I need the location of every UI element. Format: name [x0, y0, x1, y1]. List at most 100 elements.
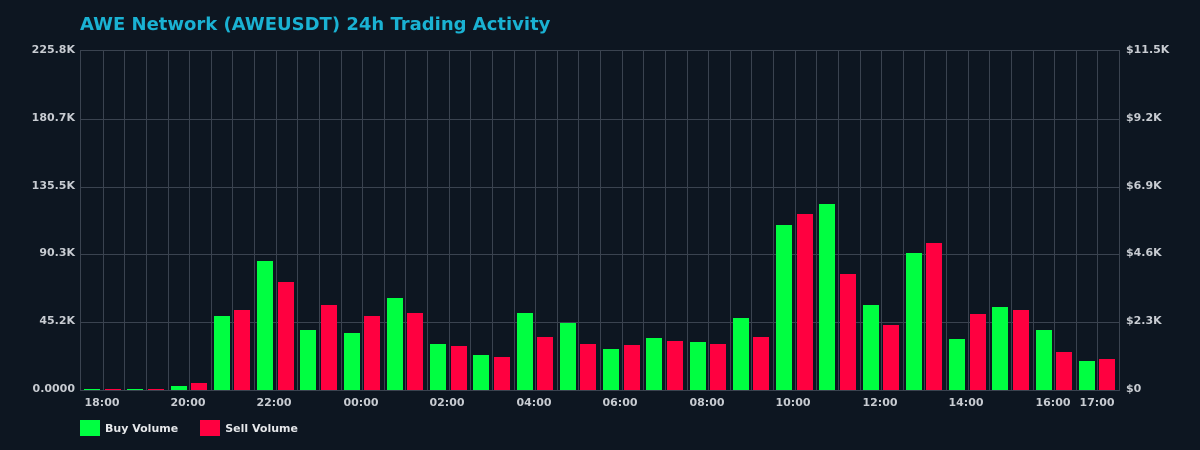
v-gridline — [491, 51, 493, 390]
sell-volume-bar[interactable] — [147, 389, 164, 390]
legend: Buy Volume Sell Volume — [80, 420, 298, 436]
v-gridline — [1097, 51, 1099, 390]
v-gridline — [621, 51, 623, 390]
v-gridline — [362, 51, 364, 390]
buy-volume-bar[interactable] — [430, 344, 446, 390]
sell-volume-bar[interactable] — [883, 325, 900, 390]
v-gridline — [924, 51, 926, 390]
y-right-tick: $11.5K — [1126, 43, 1170, 56]
buy-volume-bar[interactable] — [646, 338, 663, 390]
legend-item-sell[interactable]: Sell Volume — [200, 420, 298, 436]
v-gridline — [427, 51, 428, 390]
sell-volume-bar[interactable] — [969, 314, 986, 390]
sell-volume-bar[interactable] — [537, 337, 554, 390]
v-gridline — [470, 51, 472, 390]
x-tick: 04:00 — [516, 396, 552, 409]
legend-item-buy[interactable]: Buy Volume — [80, 420, 178, 436]
sell-volume-bar[interactable] — [364, 316, 381, 390]
buy-volume-bar[interactable] — [386, 297, 403, 390]
v-gridline — [556, 51, 558, 390]
buy-volume-bar[interactable] — [559, 323, 576, 390]
v-gridline — [167, 51, 169, 390]
buy-volume-bar[interactable] — [1078, 361, 1095, 390]
sell-volume-bar[interactable] — [926, 242, 943, 390]
sell-volume-bar[interactable] — [104, 389, 121, 390]
v-gridline — [210, 51, 212, 390]
v-gridline — [1010, 51, 1012, 390]
v-gridline — [535, 51, 537, 390]
sell-volume-bar[interactable] — [1099, 359, 1116, 390]
v-gridline — [383, 51, 385, 390]
sell-volume-bar[interactable] — [839, 273, 856, 390]
buy-swatch-icon — [80, 420, 100, 436]
v-gridline — [1075, 51, 1077, 390]
v-gridline — [708, 51, 710, 390]
buy-volume-bar[interactable] — [473, 355, 490, 390]
sell-volume-bar[interactable] — [710, 344, 727, 390]
v-gridline — [102, 51, 104, 390]
v-gridline — [881, 51, 883, 390]
v-gridline — [232, 51, 234, 390]
v-gridline — [405, 51, 407, 390]
buy-volume-bar[interactable] — [992, 306, 1009, 390]
y-left-tick: 225.8K — [31, 43, 75, 56]
v-gridline — [600, 51, 601, 390]
plot-area — [80, 50, 1120, 391]
buy-volume-bar[interactable] — [516, 313, 533, 390]
v-gridline — [729, 51, 731, 390]
v-gridline — [816, 51, 818, 390]
y-right-tick: $4.6K — [1126, 246, 1162, 260]
buy-volume-bar[interactable] — [170, 385, 187, 390]
sell-volume-bar[interactable] — [191, 383, 208, 390]
v-gridline — [773, 51, 774, 390]
sell-volume-bar[interactable] — [277, 281, 294, 390]
buy-volume-bar[interactable] — [732, 317, 749, 390]
buy-volume-bar[interactable] — [949, 339, 965, 390]
sell-volume-bar[interactable] — [623, 345, 640, 390]
sell-volume-bar[interactable] — [234, 309, 251, 390]
v-gridline — [643, 51, 645, 390]
sell-volume-bar[interactable] — [1012, 309, 1029, 390]
buy-volume-bar[interactable] — [213, 315, 230, 390]
v-gridline — [794, 51, 796, 390]
y-right-tick: $6.9K — [1126, 178, 1162, 192]
buy-volume-bar[interactable] — [689, 342, 706, 390]
v-gridline — [297, 51, 299, 390]
sell-volume-bar[interactable] — [320, 304, 337, 390]
x-tick: 17:00 — [1079, 396, 1115, 409]
buy-volume-bar[interactable] — [603, 349, 619, 390]
sell-volume-bar[interactable] — [753, 337, 770, 390]
x-tick: 02:00 — [429, 396, 465, 409]
buy-volume-bar[interactable] — [1035, 330, 1052, 390]
sell-volume-bar[interactable] — [580, 344, 597, 390]
sell-volume-bar[interactable] — [450, 346, 467, 390]
sell-volume-bar[interactable] — [407, 313, 424, 390]
sell-volume-bar[interactable] — [666, 341, 683, 390]
y-left-tick: 45.2K — [39, 314, 75, 328]
buy-volume-bar[interactable] — [776, 225, 792, 390]
buy-volume-bar[interactable] — [862, 305, 879, 390]
v-gridline — [578, 51, 580, 390]
buy-volume-bar[interactable] — [343, 333, 360, 390]
buy-volume-bar[interactable] — [300, 330, 317, 390]
sell-volume-bar[interactable] — [796, 214, 813, 390]
buy-volume-bar[interactable] — [819, 204, 836, 390]
v-gridline — [275, 51, 277, 390]
v-gridline — [448, 51, 450, 390]
v-gridline — [318, 51, 320, 390]
sell-volume-bar[interactable] — [493, 357, 510, 390]
x-tick: 00:00 — [343, 396, 379, 409]
buy-volume-bar[interactable] — [257, 260, 273, 390]
x-tick: 22:00 — [256, 396, 292, 409]
v-gridline — [946, 51, 947, 390]
buy-volume-bar[interactable] — [84, 389, 100, 390]
legend-buy-label: Buy Volume — [105, 421, 179, 435]
v-gridline — [664, 51, 666, 390]
buy-volume-bar[interactable] — [905, 252, 922, 390]
buy-volume-bar[interactable] — [127, 389, 144, 390]
sell-volume-bar[interactable] — [1056, 352, 1073, 390]
x-tick: 14:00 — [948, 396, 984, 409]
y-right-tick: $2.3K — [1126, 314, 1162, 328]
y-left-tick: 0.0000 — [32, 382, 75, 395]
sell-swatch-icon — [200, 420, 221, 436]
